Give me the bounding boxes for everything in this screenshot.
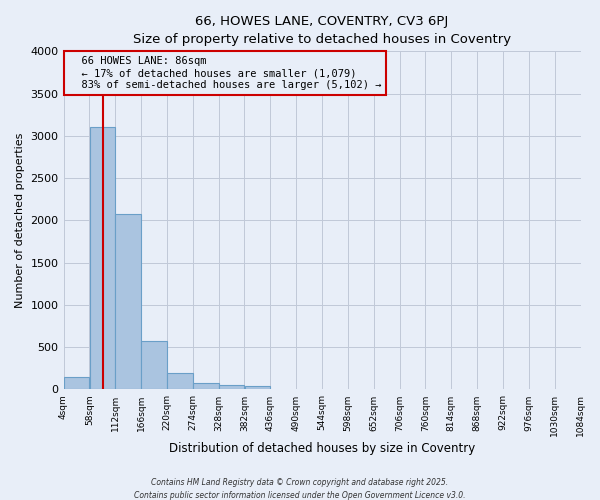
Text: Contains HM Land Registry data © Crown copyright and database right 2025.
Contai: Contains HM Land Registry data © Crown c… xyxy=(134,478,466,500)
Bar xyxy=(193,383,218,390)
Text: 66 HOWES LANE: 86sqm
  ← 17% of detached houses are smaller (1,079)
  83% of sem: 66 HOWES LANE: 86sqm ← 17% of detached h… xyxy=(69,56,381,90)
Bar xyxy=(64,377,89,390)
Title: 66, HOWES LANE, COVENTRY, CV3 6PJ
Size of property relative to detached houses i: 66, HOWES LANE, COVENTRY, CV3 6PJ Size o… xyxy=(133,15,511,46)
Bar xyxy=(115,214,141,390)
Bar xyxy=(219,385,244,390)
Bar xyxy=(167,372,193,390)
Bar xyxy=(89,128,115,390)
Y-axis label: Number of detached properties: Number of detached properties xyxy=(15,132,25,308)
X-axis label: Distribution of detached houses by size in Coventry: Distribution of detached houses by size … xyxy=(169,442,475,455)
Bar xyxy=(141,341,167,390)
Bar xyxy=(245,386,270,390)
